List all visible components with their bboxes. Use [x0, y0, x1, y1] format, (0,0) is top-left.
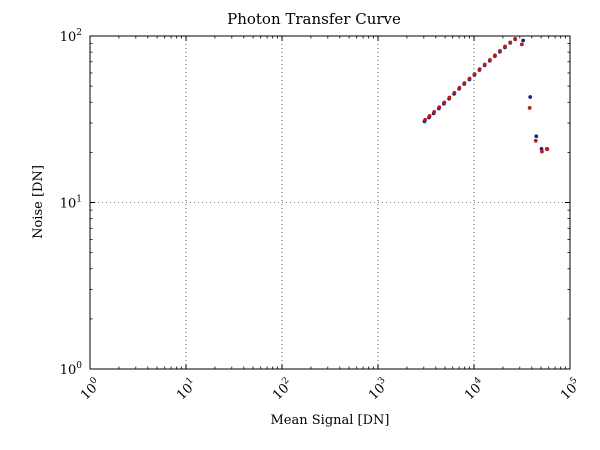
x-tick-label-text: 103: [365, 375, 393, 403]
data-point-series-2: [447, 95, 452, 100]
y-tick-label: 100: [60, 361, 83, 378]
x-tick-label-text: 100: [77, 375, 105, 403]
x-tick-label: 102: [269, 375, 297, 403]
data-point-series-2: [437, 105, 442, 110]
data-point-series-2: [482, 62, 487, 67]
chart-title: Photon Transfer Curve: [227, 10, 401, 28]
y-tick-base: 10: [60, 363, 77, 378]
data-point-series-2: [533, 138, 538, 143]
data-point-series-2: [462, 81, 467, 85]
x-tick-label: 101: [173, 375, 201, 403]
x-tick-label-text: 101: [173, 375, 201, 403]
data-point-series-2: [527, 105, 532, 110]
grid-lines: [90, 36, 570, 369]
x-tick-exponent: 1: [184, 375, 195, 386]
tick-marks: [89, 35, 571, 370]
data-point-series-2: [477, 67, 482, 72]
data-point-series-2: [540, 149, 544, 154]
x-tick-label: 104: [461, 375, 489, 403]
x-tick-exponent: 0: [88, 375, 99, 386]
x-tick-label-text: 102: [269, 375, 297, 403]
data-point-series-2: [488, 58, 492, 62]
data-point-series-1: [521, 38, 526, 43]
data-point-series-1: [534, 134, 539, 139]
y-tick-exponent: 1: [76, 195, 82, 205]
x-tick-exponent: 4: [472, 375, 483, 386]
x-axis-label: Mean Signal [DN]: [271, 413, 390, 428]
x-tick-label-text: 105: [557, 375, 585, 403]
data-point-series-2: [498, 48, 502, 53]
y-tick-label: 102: [60, 28, 82, 45]
data-point-series-2: [467, 76, 472, 81]
data-point-series-2: [503, 44, 507, 49]
data-point-series-2: [508, 40, 513, 45]
data-point-series-2: [423, 117, 428, 122]
data-point-series-2: [432, 110, 437, 114]
data-points: [422, 37, 550, 154]
y-tick-base: 10: [60, 197, 77, 212]
y-tick-label: 101: [60, 195, 82, 212]
x-tick-label: 105: [557, 375, 585, 403]
x-tick-label: 103: [365, 375, 393, 403]
data-point-series-2: [427, 114, 432, 118]
data-point-series-1: [539, 146, 544, 151]
y-tick-base: 10: [60, 30, 77, 45]
y-tick-exponent: 0: [76, 361, 82, 371]
data-point-series-2: [452, 90, 457, 95]
x-tick-label-text: 104: [461, 375, 489, 403]
data-point-series-2: [457, 85, 462, 90]
x-tick-exponent: 3: [376, 375, 387, 386]
y-axis-label: Noise [DN]: [31, 165, 46, 239]
data-point-series-2: [545, 147, 550, 152]
data-point-series-1: [528, 95, 533, 99]
x-tick-exponent: 5: [568, 375, 579, 386]
data-point-series-2: [513, 37, 518, 42]
x-tick-label: 100: [77, 375, 105, 403]
data-point-series-2: [519, 42, 524, 47]
x-tick-exponent: 2: [280, 375, 291, 386]
y-tick-exponent: 2: [76, 28, 82, 38]
data-point-series-2: [493, 53, 497, 58]
x-tick-labels: 100 101 102 103 104 105: [77, 375, 585, 403]
data-point-series-2: [442, 100, 447, 105]
data-point-series-2: [472, 72, 477, 77]
